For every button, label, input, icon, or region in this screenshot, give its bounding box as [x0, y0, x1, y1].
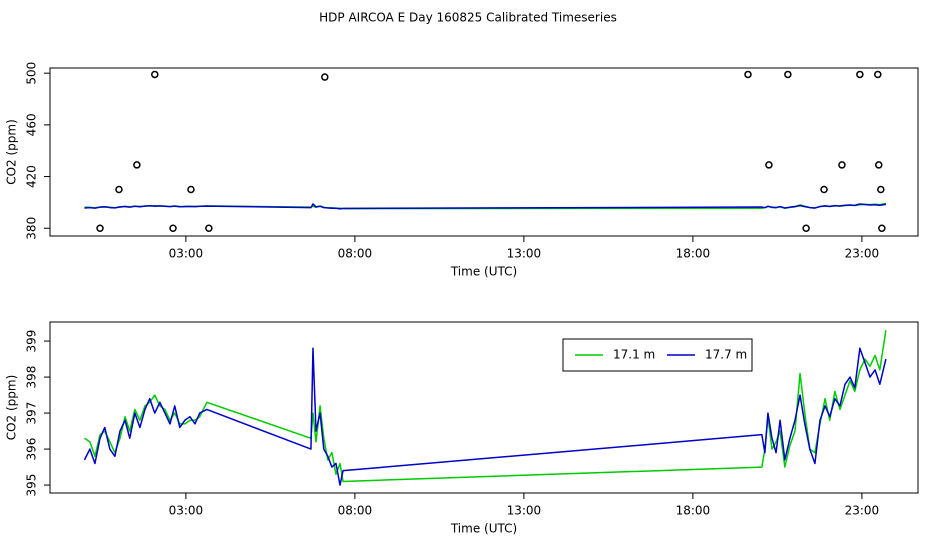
x-tick-label: 08:00 [338, 247, 373, 261]
data-point [875, 161, 883, 169]
chart-title: HDP AIRCOA E Day 160825 Calibrated Times… [319, 11, 617, 25]
legend-label: 17.1 m [613, 348, 655, 362]
y-tick-label: 500 [25, 62, 39, 85]
plot-area [83, 330, 887, 486]
plot-area [84, 70, 887, 232]
x-axis-title: Time (UTC) [450, 265, 517, 279]
x-tick-label: 03:00 [169, 504, 204, 518]
y-tick-label: 460 [25, 113, 39, 136]
y-axis-title: CO2 (ppm) [5, 375, 19, 441]
x-tick-label: 18:00 [676, 247, 711, 261]
data-point [115, 185, 123, 194]
data-point [96, 224, 104, 232]
x-tick-label: 13:00 [507, 247, 542, 261]
series-line [84, 203, 886, 210]
data-point [878, 224, 886, 232]
plot-frame [49, 321, 919, 494]
data-point [874, 70, 882, 79]
data-point [133, 161, 141, 169]
y-tick-label: 380 [25, 217, 39, 240]
x-tick-label: 23:00 [845, 504, 880, 518]
data-point [321, 73, 329, 81]
data-point [765, 161, 773, 169]
y-axis-title: CO2 (ppm) [5, 119, 19, 185]
data-point [838, 161, 846, 169]
data-point [205, 224, 213, 232]
x-tick-label: 03:00 [169, 247, 204, 261]
data-point [187, 185, 195, 194]
x-tick-label: 13:00 [507, 504, 542, 518]
x-tick-label: 08:00 [338, 504, 373, 518]
data-point [151, 70, 159, 79]
data-point [784, 70, 792, 79]
data-point [802, 224, 810, 232]
data-point [877, 185, 885, 194]
data-point [169, 224, 177, 232]
x-tick-label: 18:00 [676, 504, 711, 518]
x-axis-title: Time (UTC) [450, 522, 517, 536]
data-point [856, 70, 864, 79]
series-line [83, 347, 887, 486]
data-point [820, 185, 828, 194]
y-tick-label: 399 [25, 330, 39, 353]
x-tick-label: 23:00 [845, 247, 880, 261]
y-tick-label: 397 [25, 402, 39, 425]
y-tick-label: 396 [25, 438, 39, 461]
y-tick-label: 420 [25, 165, 39, 188]
y-tick-label: 398 [25, 366, 39, 389]
series-line [84, 330, 887, 483]
y-tick-label: 395 [25, 474, 39, 497]
plot-frame [49, 67, 919, 237]
data-point [744, 70, 752, 79]
legend-label: 17.7 m [705, 348, 747, 362]
